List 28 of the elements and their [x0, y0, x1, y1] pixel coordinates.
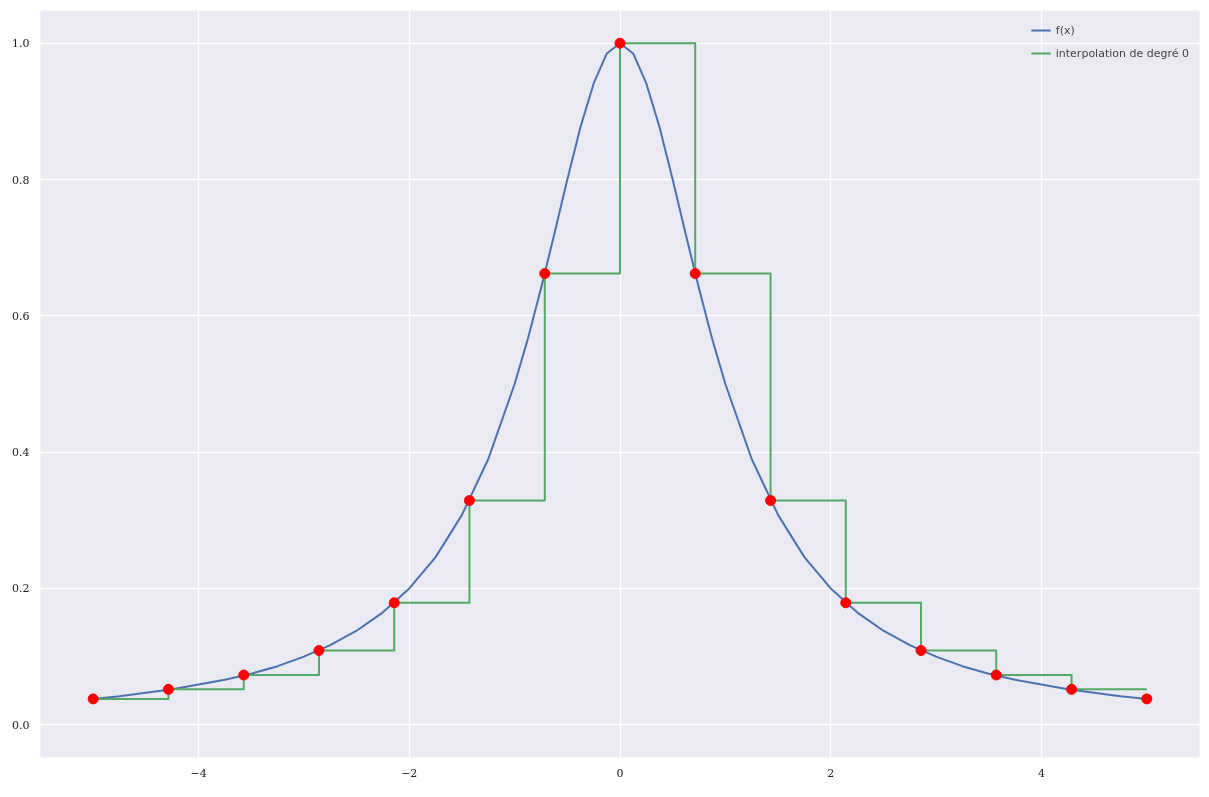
point: [388, 597, 400, 609]
x-tick-label: 0: [616, 766, 624, 780]
x-tick-label: 4: [1037, 766, 1045, 780]
y-tick-label: 0.8: [12, 173, 30, 187]
point: [87, 693, 99, 705]
legend-label: interpolation de degré 0: [1055, 46, 1189, 60]
x-tick-label: −4: [190, 766, 207, 780]
point: [463, 495, 475, 507]
point: [162, 683, 174, 695]
point: [689, 268, 701, 280]
point: [915, 645, 927, 656]
legend-label: f(x): [1055, 23, 1076, 37]
point: [990, 669, 1002, 681]
y-tick-label: 0.2: [12, 582, 30, 596]
x-tick-label: 2: [827, 766, 835, 780]
point: [313, 645, 325, 656]
point: [614, 37, 626, 49]
point: [840, 597, 852, 609]
point: [1066, 683, 1078, 695]
point: [765, 495, 777, 507]
point: [539, 268, 551, 280]
y-tick-label: 0.4: [12, 446, 30, 460]
y-tick-label: 0.0: [12, 718, 30, 732]
point: [1141, 693, 1153, 705]
point: [238, 669, 250, 681]
x-tick-label: −2: [401, 766, 418, 780]
y-tick-label: 0.6: [12, 309, 30, 323]
y-tick-label: 1.0: [12, 37, 30, 51]
